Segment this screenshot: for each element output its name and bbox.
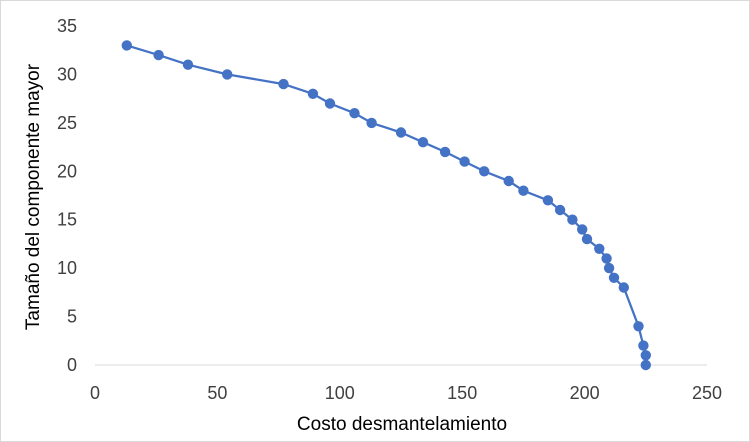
data-point [594, 243, 605, 254]
data-point [278, 78, 289, 90]
data-point [153, 49, 164, 61]
data-point [324, 98, 336, 109]
data-point [222, 69, 233, 80]
series-layer [121, 40, 651, 371]
y-tick-label: 35 [57, 16, 77, 36]
data-point [633, 321, 644, 332]
y-tick-label: 20 [57, 161, 77, 181]
data-point [640, 359, 651, 371]
y-tick-label: 5 [67, 307, 77, 327]
y-tick-label: 30 [57, 64, 77, 84]
data-point [479, 166, 490, 177]
data-point [307, 88, 319, 100]
data-point [618, 282, 629, 293]
data-point [601, 253, 612, 264]
y-tick-label: 25 [57, 113, 77, 133]
data-point [503, 175, 514, 187]
series-line [125, 44, 647, 367]
data-point [567, 214, 578, 225]
data-point [349, 108, 360, 119]
data-point [395, 127, 407, 138]
data-point [518, 185, 529, 196]
data-point [554, 204, 566, 216]
data-point [417, 137, 429, 148]
data-point [638, 340, 649, 351]
data-point [577, 224, 588, 235]
data-point [640, 350, 651, 361]
x-axis-title: Costo desmantelamiento [297, 414, 507, 435]
data-point [439, 146, 451, 158]
data-point [608, 272, 620, 283]
tick-labels-layer: 0 50 100 150 200 250 0 5 10 15 20 25 30 35 [57, 16, 722, 403]
data-point [182, 59, 194, 70]
x-tick-label: 150 [447, 383, 477, 403]
x-tick-label: 200 [570, 383, 600, 403]
y-tick-label: 0 [67, 355, 77, 375]
data-point [581, 233, 593, 245]
data-point [121, 40, 132, 51]
x-tick-label: 50 [207, 383, 227, 403]
x-tick-label: 0 [90, 383, 100, 403]
data-point [459, 156, 470, 167]
data-point [366, 117, 377, 129]
x-tick-label: 100 [325, 383, 355, 403]
y-tick-label: 15 [57, 210, 77, 230]
y-tick-label: 10 [57, 258, 77, 278]
data-point [603, 262, 615, 274]
x-tick-label: 250 [692, 383, 722, 403]
data-point [542, 195, 554, 206]
y-axis-title: Tamaño del componente mayor [23, 63, 44, 330]
